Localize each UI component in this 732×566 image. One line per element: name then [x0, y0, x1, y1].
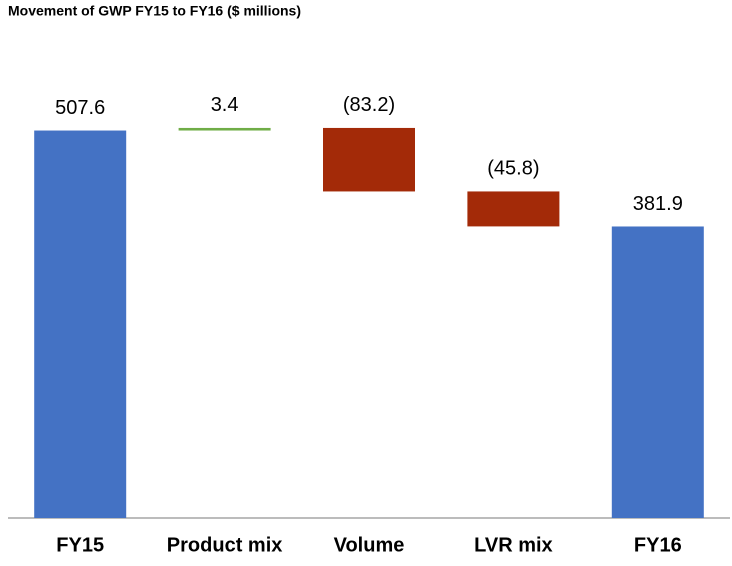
x-tick-label: FY15: [56, 534, 104, 556]
value-label: 507.6: [55, 97, 105, 119]
bar: [178, 127, 271, 131]
value-label: 381.9: [633, 193, 683, 215]
value-label: (83.2): [343, 94, 395, 116]
chart-title: Movement of GWP FY15 to FY16 ($ millions…: [8, 3, 301, 19]
x-tick-label: Volume: [334, 534, 405, 556]
value-label: 3.4: [211, 94, 239, 116]
bar: [467, 191, 560, 227]
bar: [34, 130, 127, 519]
value-label: (45.8): [487, 158, 539, 180]
x-tick-label: Product mix: [167, 534, 283, 556]
x-tick-label: FY16: [634, 534, 682, 556]
bar: [323, 127, 415, 192]
x-tick-label: LVR mix: [474, 534, 553, 556]
bar: [611, 226, 704, 518]
